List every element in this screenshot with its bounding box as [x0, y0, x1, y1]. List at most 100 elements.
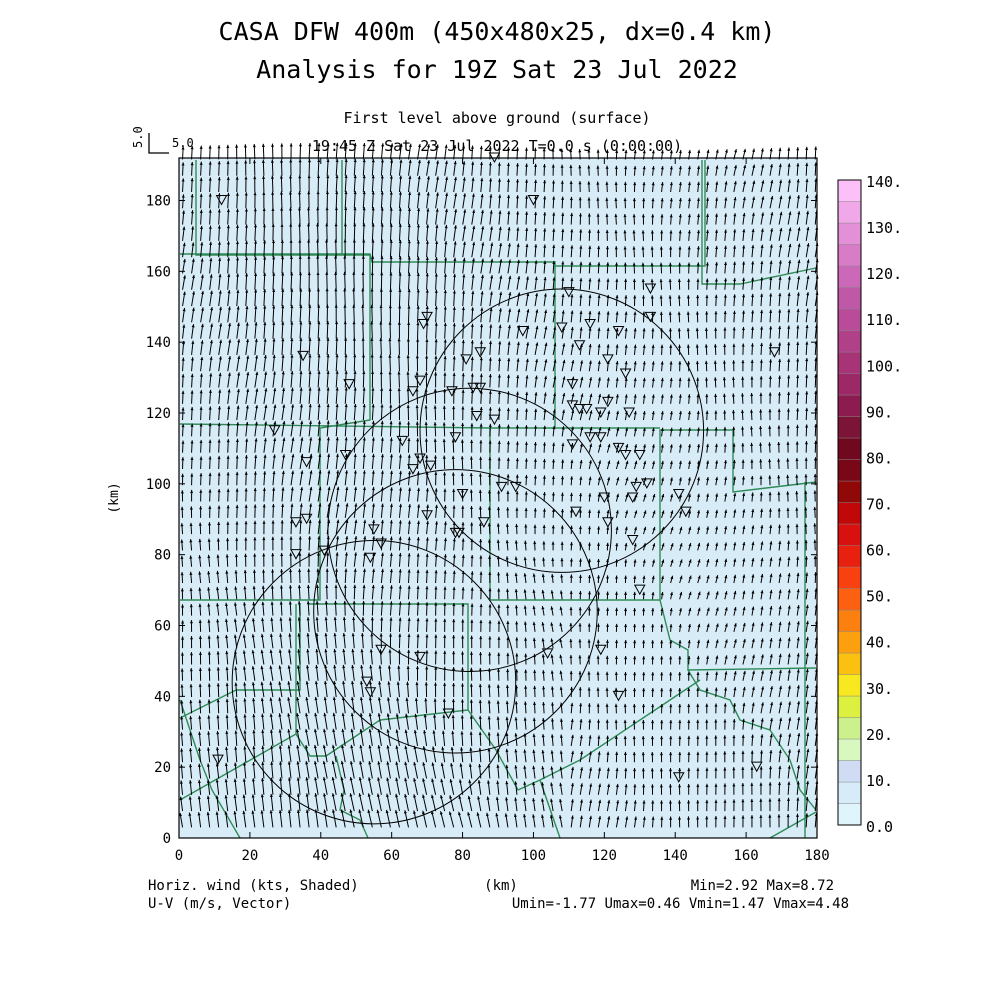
wind-vector-head [324, 680, 328, 685]
wind-vector-head [687, 655, 691, 660]
wind-vector-head [297, 649, 301, 653]
wind-vector-head [777, 814, 781, 818]
wind-vector-head [451, 730, 455, 735]
wind-vector-head [324, 632, 328, 637]
wind-vector-head [523, 781, 527, 785]
wind-vector-head [279, 777, 283, 781]
wind-vector-head [287, 777, 292, 781]
wind-vector-head [367, 809, 371, 814]
wind-vector-head [189, 731, 193, 736]
wind-vector-head [579, 735, 583, 739]
wind-vector-head [260, 681, 264, 686]
wind-vector-head [377, 777, 381, 781]
wind-vector-head [724, 687, 728, 691]
wind-vector-head [524, 653, 528, 657]
wind-vector-head [360, 665, 364, 669]
wind-vector-head [632, 687, 637, 692]
wind-vector-head [768, 782, 772, 786]
wind-vector-head [287, 713, 291, 717]
wind-vector-head [234, 666, 238, 670]
wind-vector-head [642, 656, 646, 660]
wind-vector-head [760, 734, 764, 738]
wind-vector-head [242, 778, 246, 782]
wind-vector-head [570, 734, 574, 739]
wind-vector-head [251, 682, 255, 686]
wind-vector-head [616, 800, 620, 804]
wind-vector-head [216, 651, 220, 655]
wind-vector-head [278, 665, 282, 669]
wind-vector-head [558, 815, 562, 819]
wind-vector-head [279, 633, 283, 637]
wind-vector-head [478, 699, 482, 704]
wind-vector-head [351, 632, 355, 637]
wind-vector-head [759, 814, 763, 818]
wind-vector-head [469, 651, 474, 655]
wind-vector-head [559, 670, 563, 675]
wind-vector-head [305, 744, 309, 749]
wind-vector-head [190, 636, 194, 640]
wind-vector-head [188, 796, 192, 800]
wind-vector-head [570, 718, 574, 723]
wind-vector-head [505, 780, 509, 785]
wind-vector-head [415, 665, 419, 670]
wind-vector-head [206, 811, 210, 816]
wind-vector-head [787, 765, 791, 769]
wind-vector-head [723, 815, 727, 819]
wind-vector-head [541, 782, 545, 786]
wind-vector-head [550, 734, 554, 738]
wind-vector-head [189, 715, 193, 720]
wind-vector-head [460, 699, 465, 703]
wind-vector-head [651, 704, 655, 708]
wind-vector-head [443, 634, 447, 638]
wind-vector-head [225, 634, 229, 639]
wind-vector-head [587, 639, 591, 643]
wind-vector-head [669, 719, 673, 724]
wind-vector-head [806, 748, 810, 753]
wind-vector-head [750, 798, 754, 803]
wind-vector-head [778, 669, 782, 674]
wind-vector-head [751, 686, 755, 690]
wind-vector-head [233, 634, 237, 638]
wind-vector-head [350, 728, 354, 733]
wind-vector-head [378, 681, 382, 685]
wind-vector-head [506, 668, 510, 673]
wind-vector-head [296, 761, 300, 765]
county-boundaries [179, 160, 817, 839]
wind-vector-field [179, 142, 819, 828]
wind-vector-head [425, 634, 429, 638]
wind-vector-head [487, 684, 491, 688]
wind-vector-head [787, 781, 791, 785]
wind-vector-head [443, 682, 447, 686]
wind-vector-head [660, 736, 664, 740]
wind-vector-head [541, 734, 545, 738]
wind-vector-head [723, 751, 727, 755]
wind-vector-head [805, 797, 809, 801]
wind-vector-head [705, 719, 709, 723]
wind-vector-head [751, 654, 755, 659]
wind-vector-head [596, 703, 600, 707]
wind-vector-head [440, 762, 444, 767]
wind-vector-head [532, 733, 536, 738]
wind-vector-head [687, 751, 691, 756]
wind-vector-head [770, 686, 774, 690]
wind-vector-head [624, 655, 628, 660]
wind-vector-head [614, 735, 618, 739]
wind-vector-head [750, 782, 754, 786]
wind-vector-head [422, 762, 426, 766]
wind-vector-head [342, 632, 346, 637]
wind-vector-head [296, 681, 300, 685]
wind-vector-head [607, 783, 611, 788]
wind-vector-head [477, 780, 481, 784]
wind-vector-head [788, 749, 792, 753]
wind-vector-head [341, 744, 345, 749]
wind-vector-head [580, 799, 584, 803]
wind-vector-head [225, 730, 229, 734]
wind-vector-head [180, 716, 184, 720]
wind-vector-head [287, 681, 291, 685]
wind-vector-head [469, 683, 473, 687]
wind-vector-head [197, 763, 201, 768]
wind-vector-head [188, 780, 192, 784]
wind-vector-head [242, 634, 246, 638]
wind-vector-head [523, 813, 527, 818]
wind-vector-head [505, 748, 509, 753]
